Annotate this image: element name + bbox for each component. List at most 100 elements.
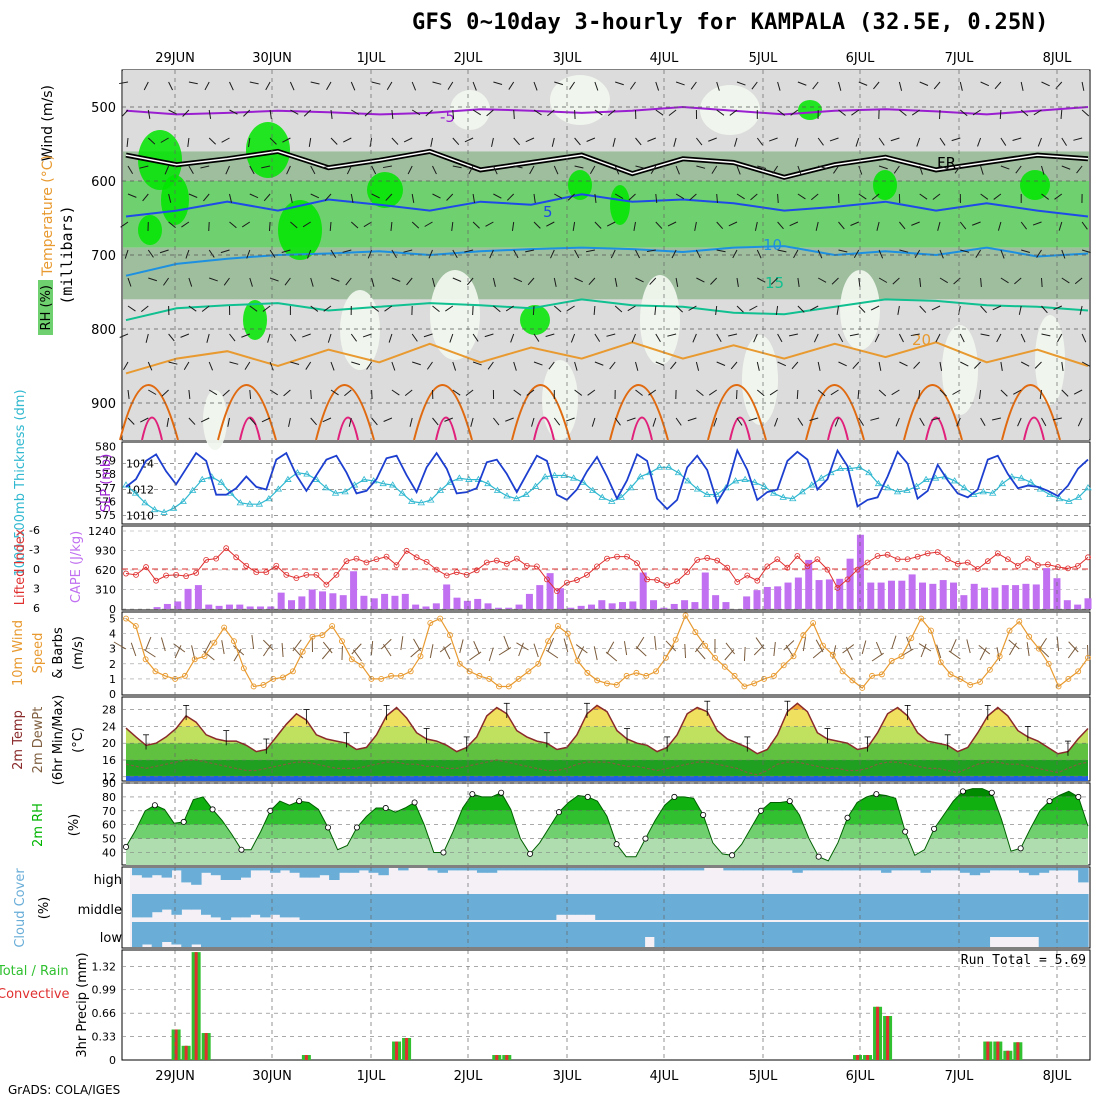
wind-barb: [810, 305, 819, 311]
thickness-point: [931, 474, 940, 481]
wind-barb: [119, 81, 129, 85]
wind-barb: [834, 417, 839, 427]
wind-barb: [533, 109, 542, 116]
wind10-point: [446, 632, 453, 639]
thickness-tick-label: 577: [95, 482, 116, 495]
cloud-middle-bar: [890, 894, 902, 920]
wind10-barb: [533, 643, 539, 658]
rh-band: [126, 824, 1088, 839]
wind-barb: [1020, 221, 1028, 230]
thickness-point: [160, 508, 168, 515]
wind-barb: [513, 389, 522, 396]
cloud-high-bar: [910, 868, 922, 871]
cape-bar: [887, 580, 895, 609]
precip-conv-bar: [194, 952, 198, 1060]
lifted-index-point: [774, 556, 781, 563]
wind-barb: [426, 361, 433, 370]
wind10-barb: [143, 648, 156, 658]
cloud-middle-bar: [930, 894, 941, 920]
cloud-low-bar: [141, 922, 153, 945]
cloud-low-bar: [388, 922, 399, 947]
wind-barb: [526, 389, 535, 396]
rh-point: [786, 798, 793, 805]
wind-barb: [466, 277, 474, 286]
wind-barb: [493, 305, 501, 313]
thickness-point: [627, 484, 635, 491]
cloud-low-bar: [516, 922, 527, 947]
cloud-high-bar: [664, 868, 675, 871]
wind10-point: [692, 629, 699, 636]
wind-barb: [569, 81, 576, 90]
cape-bar: [1084, 598, 1092, 609]
cloud-middle-bar: [812, 894, 823, 920]
wind-barb: [432, 417, 439, 426]
wind10-point: [348, 656, 355, 663]
cloud-middle-bar: [989, 894, 1000, 920]
precip-conv-bar: [986, 1041, 990, 1060]
cloud-low-bar: [999, 922, 1010, 937]
wind-barb: [817, 361, 821, 371]
rh-tick-label: 40: [102, 846, 116, 859]
lifted-index-point: [674, 578, 681, 585]
thickness-tick-label: 580: [95, 441, 116, 454]
cloud-low-bar: [467, 922, 478, 947]
isotherm-FR: [125, 150, 1089, 179]
lifted-index-point: [233, 554, 240, 561]
wind-barb: [736, 305, 744, 313]
wind-barb: [1020, 81, 1024, 91]
lifted-index-point: [944, 556, 951, 563]
wind-barb: [673, 137, 677, 147]
wind-barb: [992, 417, 1002, 421]
temp-ylabel-4: (°C): [71, 727, 86, 753]
cloud-low-bar: [368, 922, 379, 947]
wind-barb: [248, 137, 251, 147]
thickness-point: [303, 470, 311, 477]
wind-barb: [852, 361, 860, 370]
lifted-index-point: [393, 562, 400, 568]
wind-barb: [145, 333, 149, 343]
wind10-barb: [891, 635, 897, 650]
wind-barb: [533, 193, 536, 203]
wind-barb: [817, 389, 826, 397]
wind-barb: [675, 277, 679, 287]
lifted-tick-label: 0: [33, 563, 40, 576]
thickness-point: [569, 474, 578, 481]
wind-barb: [870, 417, 880, 421]
wind10-point: [927, 627, 934, 634]
wind-barb: [574, 165, 584, 169]
lifted-index-point: [473, 567, 480, 574]
wind-barb: [1079, 305, 1083, 315]
cape-bar: [267, 606, 275, 609]
cloud-layer-label: middle: [78, 903, 122, 918]
wind-barb: [281, 249, 291, 253]
wind-barb: [715, 305, 718, 315]
wind10-barb: [292, 647, 304, 659]
cloud-middle-bar: [210, 894, 222, 918]
wind-barb: [751, 81, 758, 90]
wind-barb: [757, 277, 766, 283]
wind-barb: [164, 165, 170, 175]
wind-barb: [1076, 165, 1083, 174]
cloud-high-bar: [555, 868, 567, 871]
wind10-point: [339, 638, 345, 645]
wind-barb: [607, 109, 616, 117]
rh-point: [671, 793, 678, 800]
cloud-high-bar: [250, 868, 261, 871]
cloud-low-bar: [644, 922, 655, 937]
wind-barb: [1061, 389, 1069, 397]
cloud-ylabel-2: (%): [37, 897, 52, 920]
wind-barb: [290, 361, 300, 365]
cloud-high-bar: [752, 868, 764, 871]
wind10-barb: [173, 643, 186, 653]
thickness-point: [198, 475, 206, 482]
cape-ylabel: CAPE (J/kg): [69, 531, 84, 603]
wind10-barb: [936, 644, 942, 659]
cloud-middle-bar: [437, 894, 448, 920]
bottom-day-label: 4JUL: [650, 1069, 680, 1084]
cloud-middle-bar: [950, 894, 961, 920]
wind-barb: [716, 249, 726, 253]
cloud-layer-label: high: [94, 873, 122, 888]
cape-tick-label: 930: [95, 545, 116, 558]
cloud-middle-bar: [881, 894, 892, 920]
wind-barb: [655, 333, 661, 342]
